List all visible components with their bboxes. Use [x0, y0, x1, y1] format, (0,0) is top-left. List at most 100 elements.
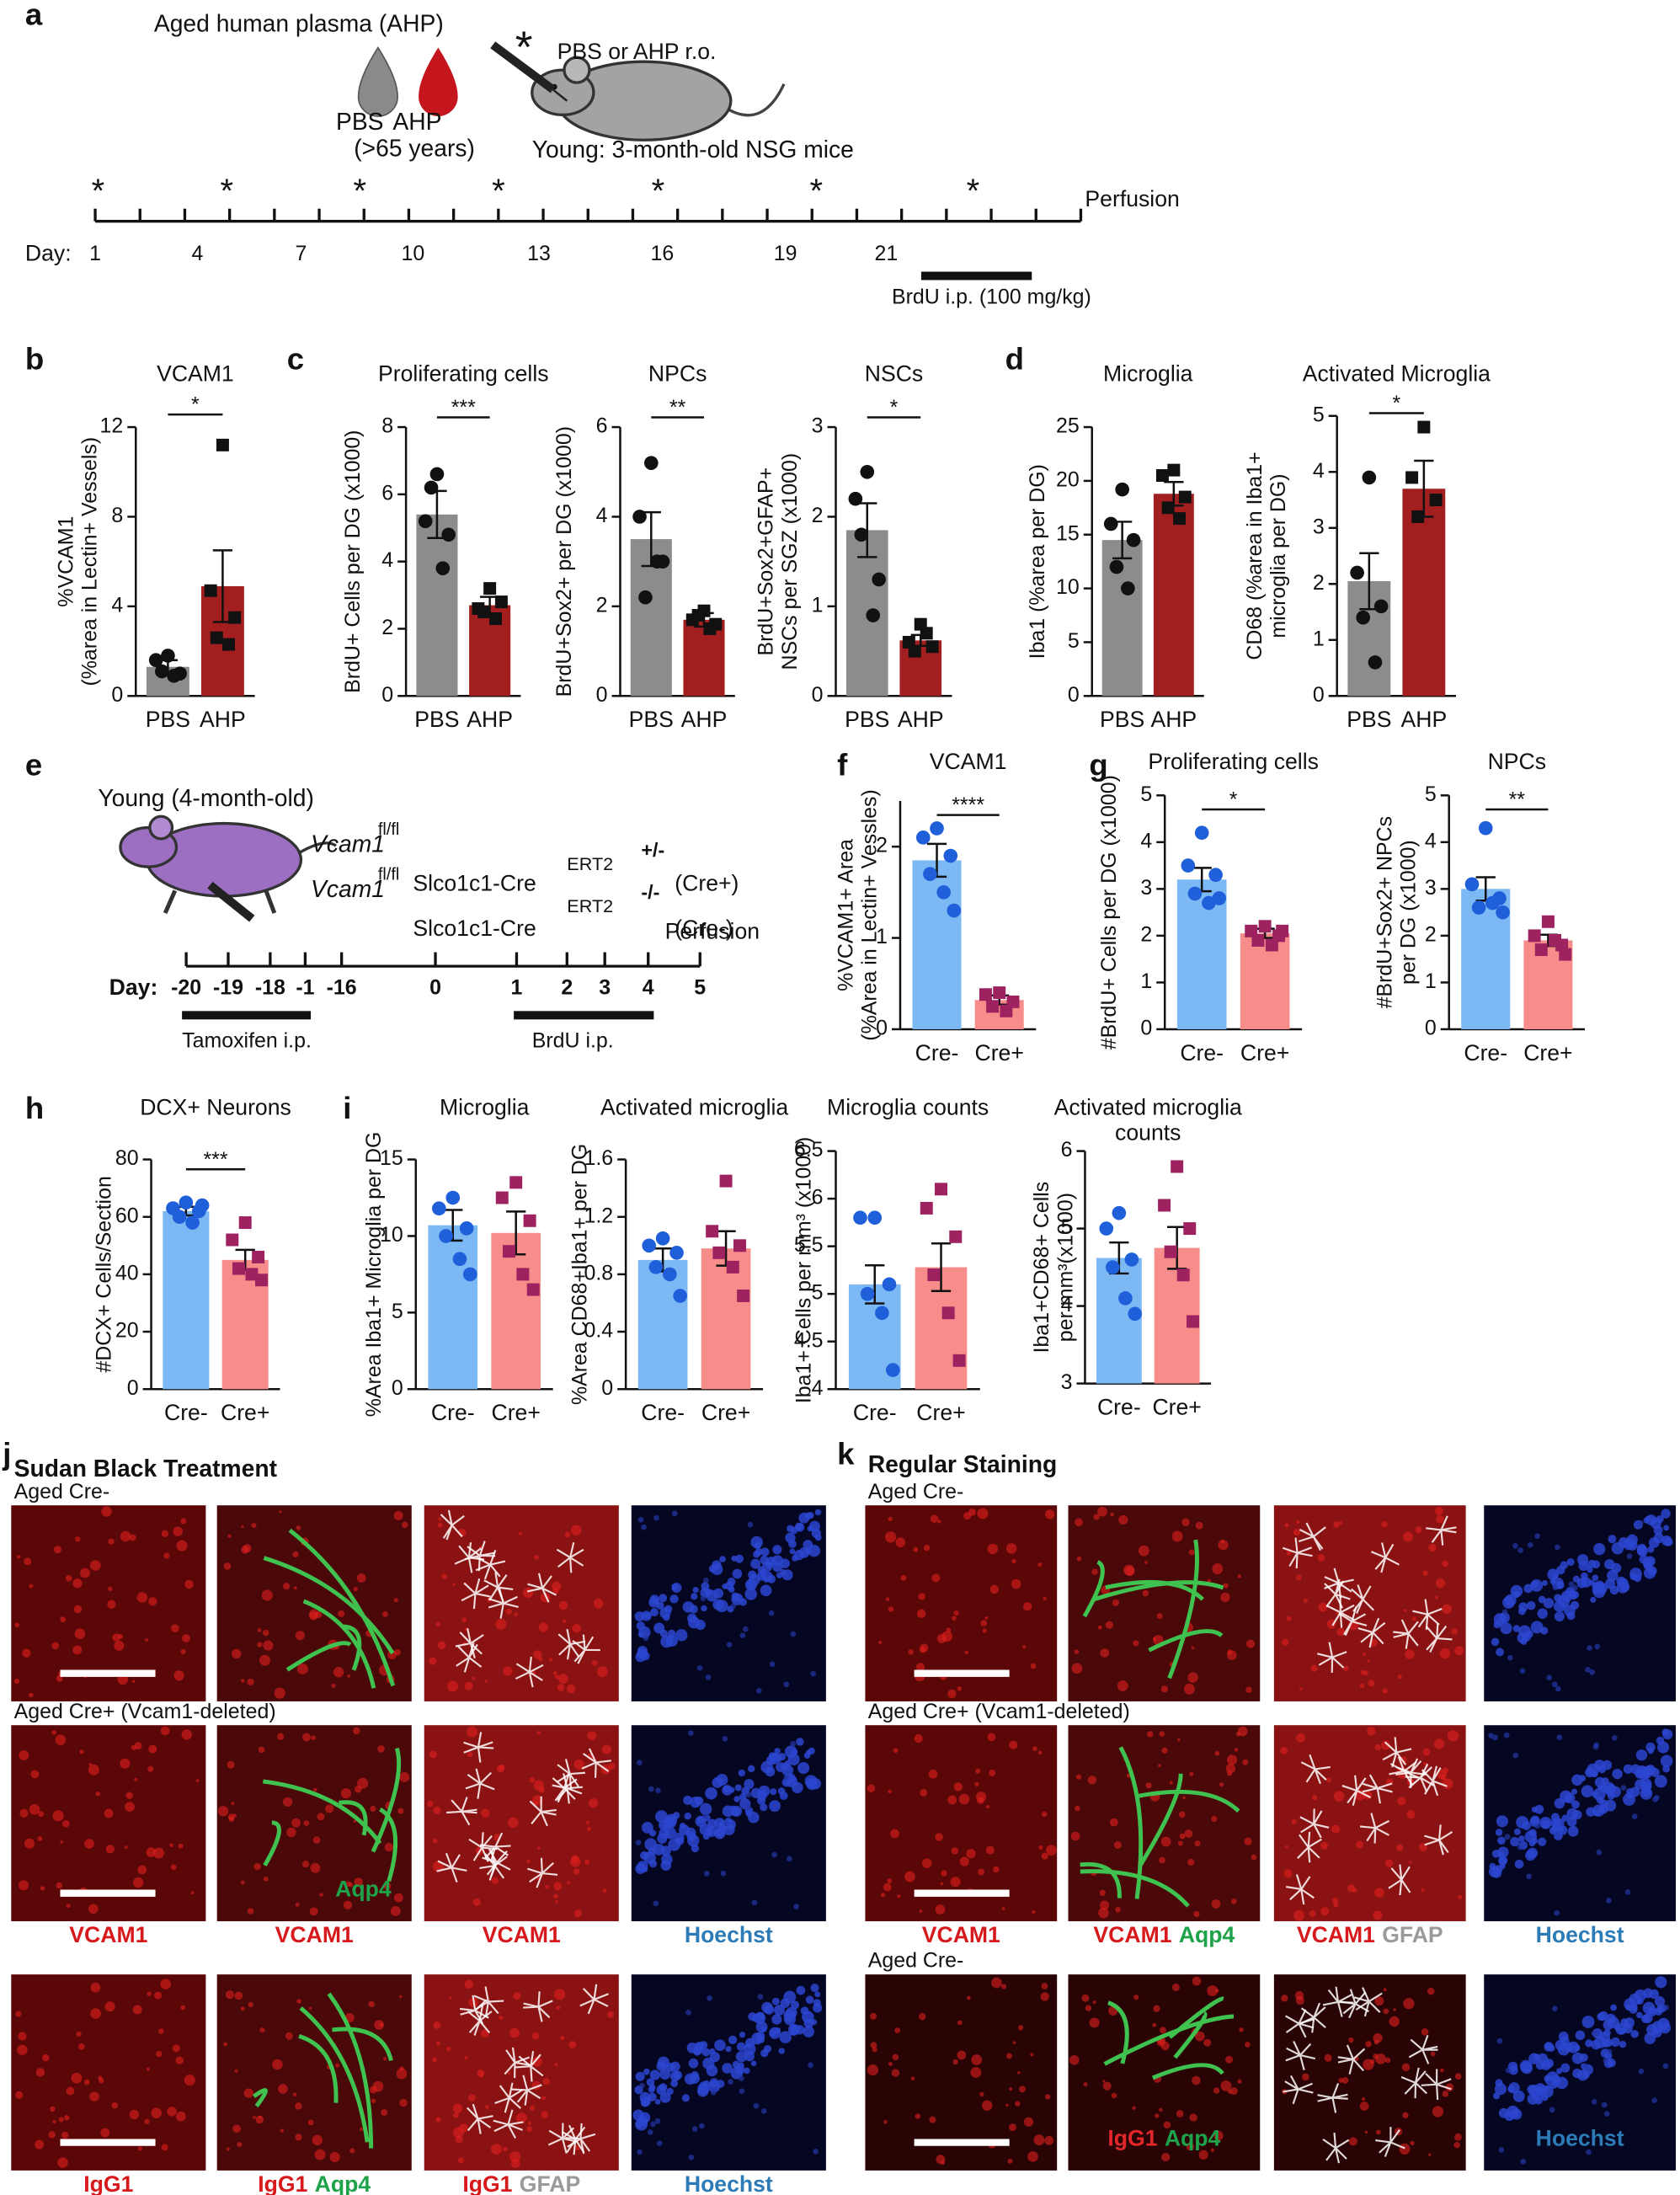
- y-tick-label: 8: [111, 504, 123, 527]
- x-tick-label: AHP: [1150, 707, 1197, 732]
- signal: [427, 1800, 434, 1808]
- signal: [131, 1680, 136, 1683]
- significance-label: *: [191, 393, 200, 417]
- signal: [1075, 1518, 1083, 1527]
- y-tick-label: 4: [1061, 1293, 1073, 1316]
- signal: [584, 1859, 590, 1865]
- schematic-text: PBS or AHP r.o.: [557, 39, 717, 64]
- chart-title: Activated microglia: [1054, 1095, 1242, 1120]
- nucleus: [779, 2031, 792, 2043]
- x-tick-label: Cre+: [221, 1400, 269, 1425]
- signal: [1422, 1570, 1428, 1576]
- y-tick-label: 20: [115, 1319, 139, 1343]
- astrocyte: [572, 1634, 600, 1664]
- nucleus: [803, 2018, 814, 2029]
- signal: [181, 1729, 192, 1740]
- signal: [904, 1871, 915, 1883]
- micrograph: [1273, 1505, 1466, 1701]
- nucleus: [691, 2126, 698, 2132]
- astrocyte: [1350, 1584, 1374, 1614]
- y-axis-label: BrdU+ Cells per DG (x1000): [341, 430, 365, 693]
- data-point: [632, 510, 647, 524]
- x-tick-label: AHP: [1401, 707, 1448, 732]
- signal: [1001, 1907, 1005, 1910]
- data-point: [703, 622, 717, 635]
- y-axis-label: Iba1+CD68+ Cells: [1030, 1182, 1053, 1354]
- signal: [151, 2107, 162, 2118]
- signal: [1411, 1616, 1416, 1621]
- signal: [120, 1758, 131, 1769]
- signal: [145, 1638, 149, 1642]
- bar: [1240, 933, 1290, 1029]
- signal: [108, 1586, 113, 1591]
- nucleus: [800, 2006, 809, 2016]
- signal: [1341, 2077, 1349, 2084]
- nucleus: [1663, 1525, 1669, 1531]
- data-point: [154, 664, 169, 679]
- signal: [1430, 2051, 1436, 2057]
- signal: [1359, 2102, 1369, 2111]
- y-tick-label: 0: [1313, 683, 1325, 707]
- nucleus: [749, 1573, 760, 1586]
- nucleus: [722, 1583, 728, 1589]
- signal: [111, 2102, 119, 2109]
- data-point: [439, 1229, 453, 1243]
- data-point: [691, 609, 705, 622]
- channel-label: Aqp4: [335, 1876, 392, 1901]
- micrograph: [865, 1725, 1058, 1921]
- y-tick-label: 4: [381, 548, 393, 572]
- y-tick-label: 2: [812, 504, 824, 527]
- signal: [1402, 2112, 1409, 2119]
- astrocyte: [1317, 1642, 1347, 1673]
- nucleus: [722, 1736, 728, 1742]
- panel-label: k: [837, 1437, 855, 1471]
- vessel: [339, 1800, 368, 1836]
- nucleus: [771, 2014, 782, 2025]
- nucleus: [640, 1851, 649, 1860]
- signal: [312, 2134, 323, 2146]
- signal: [1428, 1543, 1437, 1552]
- signal: [935, 1833, 943, 1841]
- y-tick-label: 20: [1056, 467, 1080, 491]
- signal: [930, 1514, 939, 1524]
- signal: [1015, 2101, 1021, 2107]
- channel-label: IgG1 GFAP: [462, 2171, 580, 2195]
- nucleus: [1606, 2048, 1613, 2055]
- signal: [888, 1516, 893, 1521]
- schematic-text: BrdU i.p. (100 mg/kg): [892, 286, 1091, 309]
- channel-label: VCAM1: [483, 1922, 561, 1947]
- signal: [1037, 1750, 1043, 1755]
- nucleus: [739, 2075, 744, 2081]
- astrocyte: [468, 1832, 498, 1862]
- y-tick-label: 15: [1056, 521, 1080, 545]
- nucleus: [796, 1738, 804, 1746]
- y-tick-label: 4.5: [794, 1328, 824, 1352]
- signal: [503, 2146, 508, 2152]
- nucleus: [1497, 1836, 1506, 1845]
- nucleus: [1495, 2079, 1503, 2087]
- signal: [964, 1650, 969, 1655]
- signal: [274, 1687, 285, 1699]
- panel-title: Regular Staining: [868, 1450, 1057, 1477]
- signal: [455, 2135, 463, 2144]
- channel-word: VCAM1: [1297, 1922, 1375, 1947]
- nucleus: [790, 2000, 800, 2010]
- channel-word: Hoechst: [1536, 1922, 1624, 1947]
- micrograph: [216, 1974, 412, 2171]
- signal: [916, 1663, 925, 1672]
- nucleus: [755, 2032, 765, 2041]
- signal: [552, 1671, 557, 1675]
- nucleus: [1491, 1867, 1502, 1878]
- signal: [523, 1588, 534, 1599]
- nucleus: [701, 2048, 711, 2057]
- signal: [527, 2121, 532, 2125]
- signal: [596, 1666, 608, 1678]
- signal: [272, 2059, 283, 2070]
- micrograph: [1068, 1505, 1261, 1701]
- nucleus: [1551, 1824, 1560, 1834]
- signal: [1192, 1976, 1202, 1986]
- signal: [371, 2098, 376, 2103]
- signal: [872, 2047, 877, 2053]
- signal: [556, 2005, 561, 2011]
- vessel: [263, 1779, 382, 1845]
